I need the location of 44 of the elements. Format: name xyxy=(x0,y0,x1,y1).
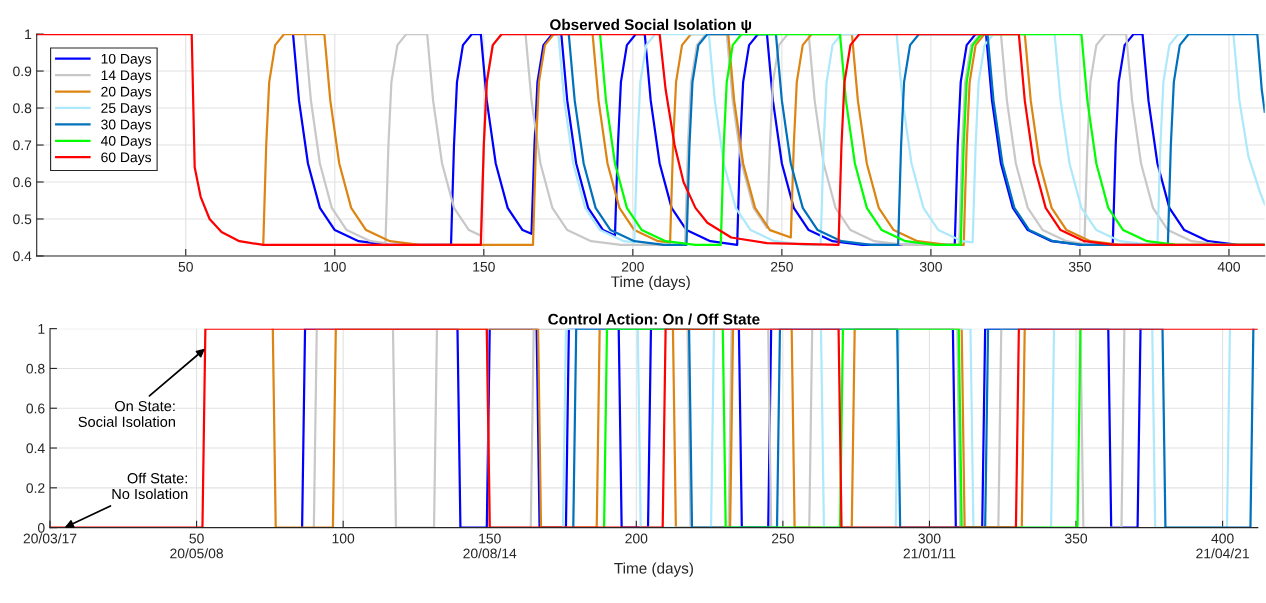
y-tick-label: 0.2 xyxy=(26,483,45,493)
y-tick-label: 0.9 xyxy=(13,66,32,77)
y-tick-label: 0.5 xyxy=(13,214,32,225)
x-tick-label: 50 20/05/08 xyxy=(170,533,224,559)
legend-label: 25 Days xyxy=(101,103,152,116)
x-axis-title: Time (days) xyxy=(614,562,693,577)
legend-label: 60 Days xyxy=(101,152,152,165)
x-tick-label: 350 xyxy=(1064,533,1088,544)
legend-label: 20 Days xyxy=(101,86,152,100)
y-tick-label: 0.6 xyxy=(26,403,45,414)
y-tick-label: 0.7 xyxy=(13,140,32,151)
x-axis-title: Time (days) xyxy=(611,275,690,291)
x-tick-label: 250 xyxy=(770,261,793,272)
legend-label: 14 Days xyxy=(101,70,152,83)
y-tick-label: 0 xyxy=(37,522,45,533)
x-tick-label: 150 xyxy=(473,261,495,272)
x-tick-label: 50 xyxy=(178,261,193,272)
y-tick-label: 1 xyxy=(38,324,45,334)
legend-label: 10 Days xyxy=(101,53,152,67)
chart-title: Control Action: On / Off State xyxy=(548,313,760,325)
y-tick-label: 0.4 xyxy=(13,251,32,262)
x-tick-label: 20/03/17 xyxy=(23,533,77,544)
y-tick-label: 1 xyxy=(25,29,32,40)
x-tick-label: 350 xyxy=(1068,261,1091,272)
x-tick-label: 150 20/08/14 xyxy=(463,533,517,559)
x-tick-label: 300 xyxy=(919,261,942,272)
y-tick-label: 0.8 xyxy=(13,103,32,114)
legend-label: 30 Days xyxy=(101,119,152,133)
legend-label: 40 Days xyxy=(100,135,152,149)
x-tick-label: 100 xyxy=(332,533,355,544)
y-tick-label: 0.4 xyxy=(26,443,45,454)
x-tick-label: 250 xyxy=(771,533,794,544)
y-tick-label: 0.8 xyxy=(26,363,45,374)
y-tick-label: 0.6 xyxy=(13,177,32,188)
line-series xyxy=(36,34,1265,246)
x-tick-label: 100 xyxy=(324,261,346,272)
x-tick-label: 400 xyxy=(1217,261,1241,272)
annotation: On State: Social Isolation xyxy=(78,400,175,427)
x-tick-label: 200 xyxy=(625,533,648,544)
x-tick-label: 400 21/04/21 xyxy=(1196,533,1249,559)
x-tick-label: 200 xyxy=(621,261,644,272)
annotation: Off State: No Isolation xyxy=(112,472,188,500)
x-tick-label: 300 21/01/11 xyxy=(903,533,956,559)
chart-title: Observed Social Isolation ψ xyxy=(550,18,752,34)
